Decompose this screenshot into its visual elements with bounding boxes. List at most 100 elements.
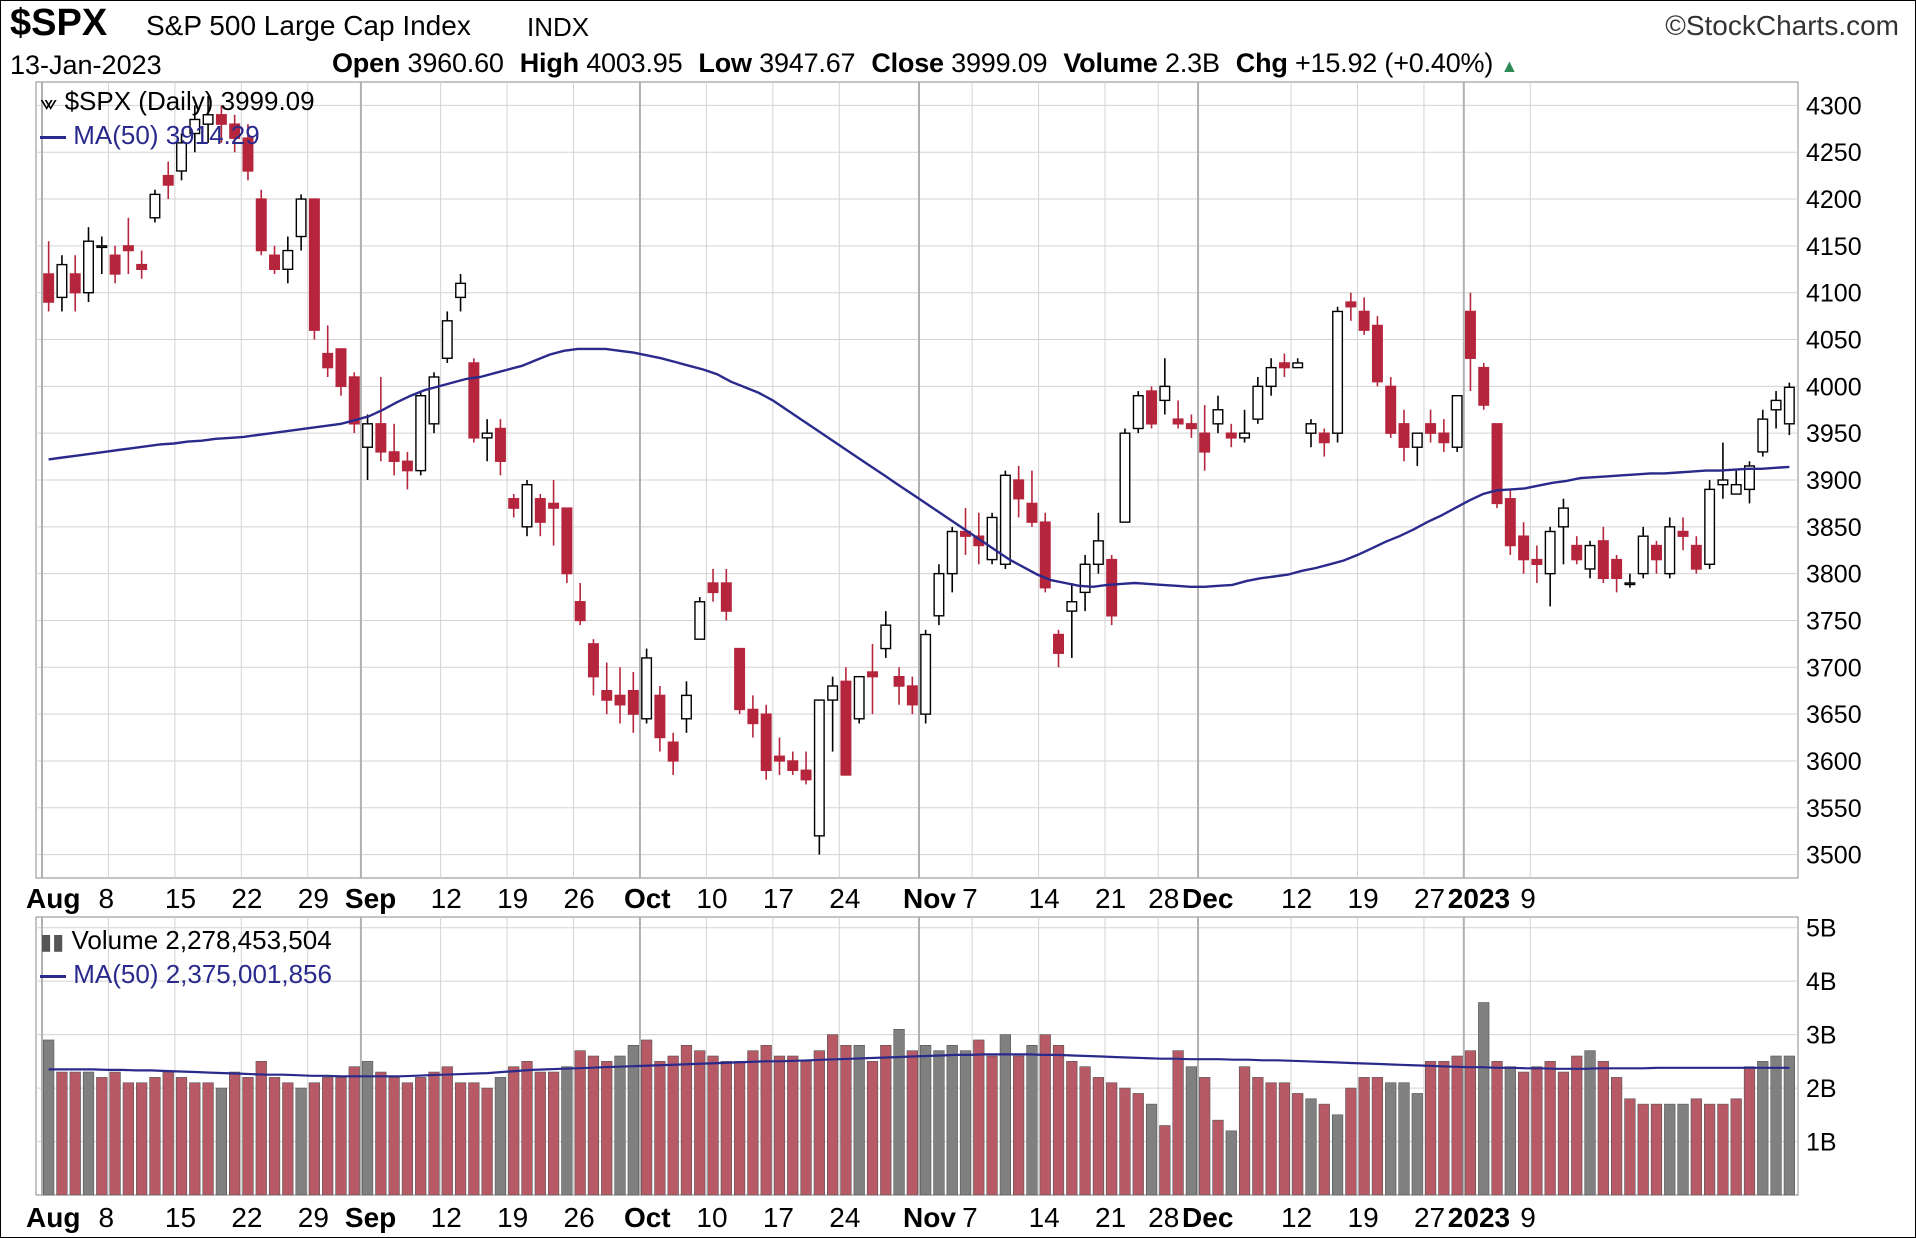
date-label: 13-Jan-2023: [10, 50, 162, 80]
volume-bar: [56, 1071, 68, 1196]
candle-body: [162, 174, 174, 186]
volume-bar: [202, 1082, 214, 1196]
volume-date-label: Oct: [624, 1202, 671, 1233]
volume-date-label: 19: [1348, 1202, 1379, 1233]
candle-body: [1491, 423, 1503, 505]
candle-body: [1239, 432, 1251, 439]
volume-bar: [547, 1071, 560, 1196]
candle-body: [69, 273, 81, 294]
volume-bar: [1292, 1093, 1304, 1196]
volume-ma-line: [48, 1053, 1790, 1078]
price-date-label: 12: [1281, 883, 1312, 914]
price-tick-label: 4150: [1806, 233, 1862, 261]
candle-body: [1757, 418, 1769, 453]
price-date-label: 29: [298, 883, 329, 914]
volume-bar: [428, 1071, 440, 1196]
candle-body: [933, 572, 945, 617]
volume-bar: [175, 1077, 188, 1196]
candle-body: [1730, 483, 1742, 495]
price-date-label: Aug: [26, 883, 80, 914]
volume-date-label: 19: [497, 1202, 528, 1233]
volume-bar: [707, 1055, 719, 1196]
volume-bar: [508, 1066, 520, 1196]
candle-body: [295, 198, 307, 238]
candle-body: [1664, 526, 1676, 575]
volume-bar: [747, 1050, 759, 1196]
price-tick-label: 4100: [1806, 280, 1862, 308]
volume-bar: [1238, 1066, 1251, 1196]
price-ma-legend: MA(50) 3914.29: [40, 120, 260, 151]
candle-body: [468, 362, 480, 439]
candle-body: [1451, 395, 1463, 448]
volume-bar: [773, 1055, 786, 1196]
volume-bar: [361, 1061, 374, 1196]
candle-body: [202, 114, 214, 125]
volume-bar: [1478, 1002, 1490, 1196]
candle-body: [1385, 385, 1397, 434]
volume-bar: [1690, 1098, 1702, 1196]
volume-bar: [1571, 1055, 1583, 1196]
volume-bar: [1252, 1077, 1264, 1196]
candle-body: [853, 675, 865, 720]
candle-body: [1744, 465, 1755, 491]
volume-bar: [627, 1045, 639, 1196]
volume-legend-text: Volume 2,278,453,504: [71, 925, 332, 955]
volume-bar: [1504, 1066, 1516, 1196]
volume-bar: [322, 1077, 334, 1196]
open-label: Open: [332, 48, 401, 78]
candle-body: [1611, 558, 1623, 580]
price-date-label: 22: [231, 883, 262, 914]
candle-body: [401, 460, 413, 472]
candle-body: [242, 137, 254, 172]
volume-bar: [255, 1061, 267, 1196]
volume-bar: [906, 1050, 918, 1196]
price-tick-label: 4050: [1806, 327, 1862, 355]
volume-bar: [1517, 1071, 1530, 1196]
candle-body: [1531, 558, 1543, 565]
volume-bar: [308, 1082, 321, 1196]
volume-bar: [1331, 1114, 1344, 1196]
volume-date-label: 9: [1520, 1202, 1536, 1233]
candle-body: [375, 423, 387, 453]
volume-ma-legend-text: MA(50) 2,375,001,856: [73, 959, 332, 989]
candle-body: [1252, 385, 1264, 420]
candle-body: [1332, 310, 1344, 434]
volume-bar: [760, 1045, 772, 1196]
volume-bar: [1278, 1082, 1291, 1196]
candle-body: [1438, 432, 1450, 444]
volume-bar: [587, 1055, 600, 1196]
volume-bar: [1424, 1061, 1437, 1196]
candle-body: [1292, 362, 1304, 369]
price-date-label: 9: [1520, 883, 1536, 914]
volume-bar: [601, 1061, 613, 1196]
candle-body: [1571, 544, 1583, 561]
candle-body: [1305, 423, 1317, 434]
chg-value: +15.92 (+0.40%): [1294, 48, 1494, 78]
volume-bar: [574, 1050, 586, 1196]
candle-body: [946, 530, 958, 575]
price-date-label: 15: [165, 883, 196, 914]
volume-bar: [800, 1061, 812, 1196]
candle-body: [56, 263, 68, 299]
candle-body: [840, 680, 852, 776]
price-tick-label: 3850: [1806, 514, 1862, 542]
candle-body: [1119, 432, 1131, 523]
low-label: Low: [698, 48, 752, 78]
volume-bar: [1438, 1061, 1450, 1196]
candle-body: [601, 690, 613, 701]
candle-body: [428, 376, 440, 425]
candle-body: [1106, 558, 1118, 617]
volume-date-label: 28: [1148, 1202, 1179, 1233]
price-date-label: 12: [431, 883, 462, 914]
candle-body: [800, 769, 812, 781]
volume-bar: [1159, 1125, 1171, 1196]
volume-bar: [521, 1061, 533, 1196]
candle-body: [415, 395, 427, 472]
candle-body: [534, 498, 546, 523]
volume-bar: [136, 1082, 148, 1196]
price-tick-label: 3950: [1806, 420, 1862, 448]
volume-bar: [1119, 1087, 1131, 1196]
candle-body: [760, 713, 772, 772]
price-tick-label: 4250: [1806, 139, 1862, 167]
volume-date-label: 12: [431, 1202, 462, 1233]
